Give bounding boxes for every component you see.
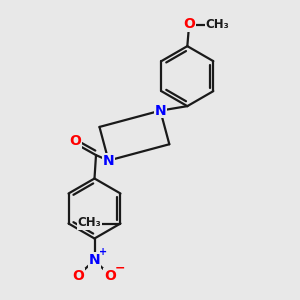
Text: O: O [104,269,116,283]
Text: +: + [99,247,107,257]
Text: CH₃: CH₃ [206,18,229,31]
Text: N: N [103,154,114,168]
Text: CH₃: CH₃ [78,216,101,230]
Text: O: O [183,17,195,31]
Text: N: N [154,103,166,118]
Text: O: O [69,134,81,148]
Text: O: O [72,269,84,283]
Text: −: − [115,261,126,274]
Text: N: N [89,253,100,267]
